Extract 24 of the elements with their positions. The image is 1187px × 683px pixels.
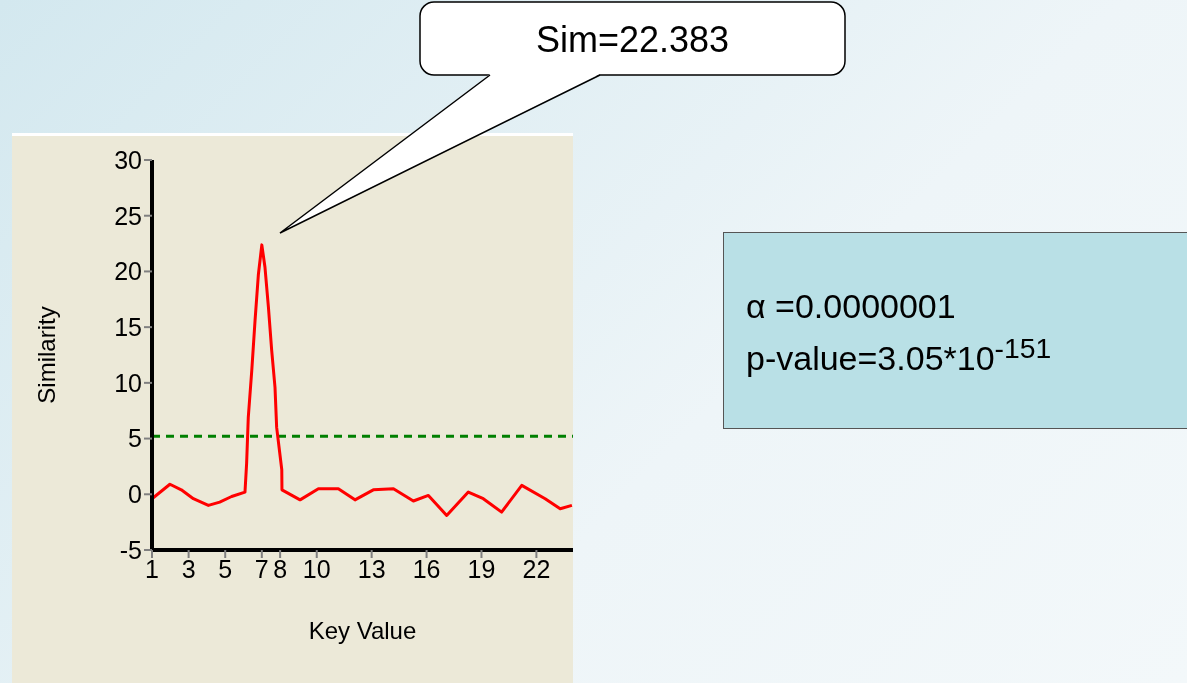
y-tick-label: 15 [114, 313, 142, 342]
y-tick-label: 20 [114, 257, 142, 286]
y-tick-label: 25 [114, 201, 142, 230]
x-tick-label: 5 [218, 554, 233, 583]
line-series [152, 243, 573, 517]
y-tick-label: -5 [119, 535, 142, 564]
x-tick-label: 19 [467, 554, 496, 583]
x-axis-title: Key Value [308, 617, 417, 644]
text: p-value=3.05*10$^{-151}$ [746, 331, 1053, 380]
x-tick-label: 3 [181, 554, 196, 583]
x-tick-label: 8 [273, 554, 288, 583]
x-tick-label: 1 [145, 554, 159, 583]
y-axis-title: Similarity [32, 306, 60, 404]
x-tick-label: 22 [522, 554, 551, 583]
y-tick-label: 10 [114, 368, 142, 397]
x-tick-label: 10 [302, 554, 331, 583]
text: α =0.0000001 [746, 286, 957, 327]
x-tick-label: 16 [412, 554, 441, 583]
x-tick-label: 7 [254, 554, 269, 583]
y-tick-label: 5 [128, 424, 142, 453]
y-tick-label: 0 [128, 480, 142, 509]
x-tick-label: 13 [357, 554, 386, 583]
y-tick-label: 30 [114, 145, 142, 174]
speech-bubble: Sim=22.383 [279, 1, 846, 234]
